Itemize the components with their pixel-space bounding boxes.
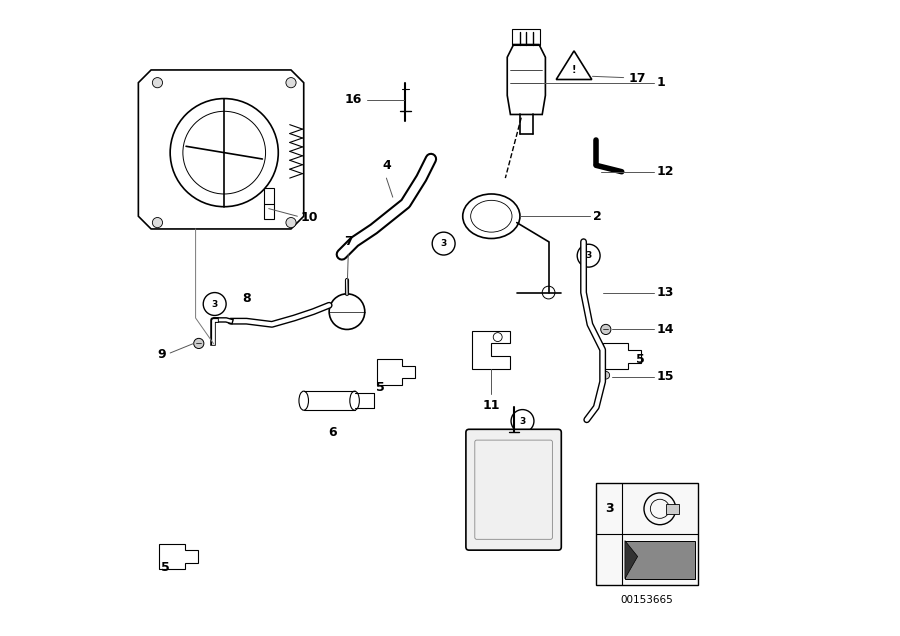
Circle shape	[194, 338, 204, 349]
Text: 3: 3	[519, 417, 526, 425]
Circle shape	[286, 218, 296, 228]
Text: 1: 1	[657, 76, 665, 89]
Text: 16: 16	[345, 93, 362, 106]
Text: 00153665: 00153665	[621, 595, 673, 605]
Text: 13: 13	[657, 286, 674, 299]
Text: 3: 3	[212, 300, 218, 308]
Text: 7: 7	[344, 235, 353, 248]
Circle shape	[432, 232, 455, 255]
Text: 5: 5	[375, 382, 384, 394]
Text: 5: 5	[161, 561, 169, 574]
Bar	[597, 483, 698, 585]
FancyBboxPatch shape	[466, 429, 562, 550]
Text: !: !	[572, 65, 576, 75]
Text: 2: 2	[593, 210, 602, 223]
Polygon shape	[625, 541, 637, 579]
Circle shape	[602, 371, 609, 379]
Text: 6: 6	[328, 426, 337, 439]
Polygon shape	[625, 541, 695, 579]
Text: 17: 17	[628, 72, 645, 85]
Text: 4: 4	[382, 159, 391, 172]
Text: 11: 11	[482, 399, 500, 411]
Circle shape	[152, 78, 163, 88]
Text: 12: 12	[657, 165, 674, 178]
Text: 10: 10	[301, 211, 318, 224]
Text: 9: 9	[158, 348, 166, 361]
Text: 8: 8	[242, 293, 251, 305]
Bar	[666, 504, 679, 514]
Circle shape	[286, 78, 296, 88]
Text: 14: 14	[657, 323, 674, 336]
Text: 15: 15	[657, 370, 674, 383]
Text: 3: 3	[586, 251, 592, 260]
Circle shape	[511, 410, 534, 432]
Circle shape	[203, 293, 226, 315]
Circle shape	[600, 324, 611, 335]
Text: 5: 5	[635, 353, 644, 366]
Text: 3: 3	[605, 502, 613, 515]
Text: 3: 3	[440, 239, 446, 248]
Circle shape	[152, 218, 163, 228]
Circle shape	[577, 244, 600, 267]
